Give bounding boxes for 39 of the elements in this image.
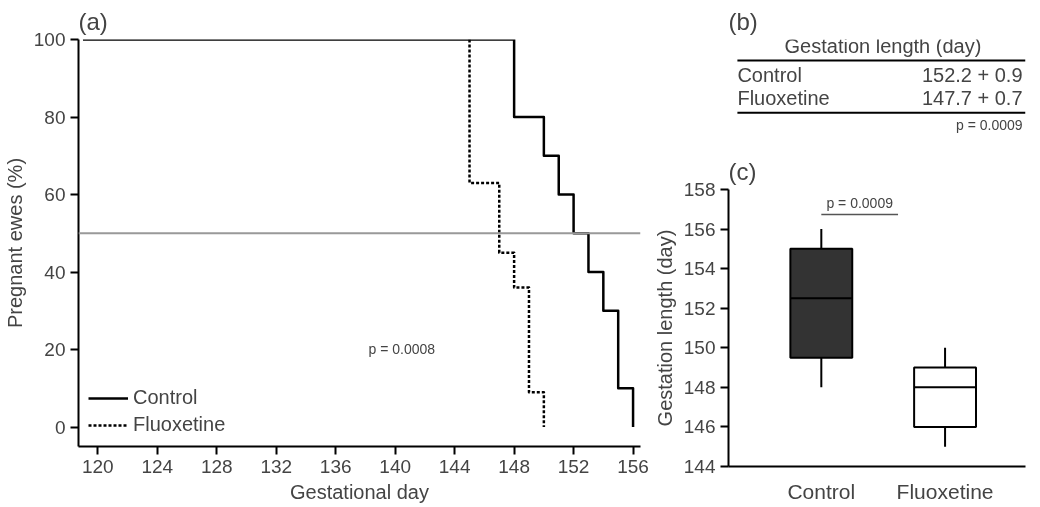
legend-label: Control bbox=[133, 386, 198, 409]
y-tick-label: 60 bbox=[44, 184, 66, 206]
y-tick-label: 148 bbox=[683, 376, 716, 398]
x-tick-label: 128 bbox=[200, 455, 233, 477]
y-tick-label: 20 bbox=[44, 339, 66, 361]
x-tick-label: 148 bbox=[498, 455, 530, 477]
chart-title: (a) bbox=[78, 7, 108, 35]
text: (b) bbox=[728, 7, 758, 35]
x-axis-title: Gestational day bbox=[290, 480, 429, 503]
y-tick-label: 154 bbox=[683, 258, 716, 280]
x-tick-label: 136 bbox=[319, 455, 352, 477]
x-tick-label: 124 bbox=[141, 455, 174, 477]
text: Gestation length (day) bbox=[784, 35, 982, 58]
y-axis-title: Gestation length (day) bbox=[653, 229, 676, 427]
text: p = 0.0009 bbox=[955, 117, 1023, 134]
y-tick-label: 80 bbox=[44, 106, 66, 128]
text: 147.7 + 0.7 bbox=[921, 87, 1023, 110]
chart-title: (c) bbox=[728, 157, 757, 185]
x-tick-label: 156 bbox=[617, 455, 649, 477]
y-tick-label: 0 bbox=[54, 416, 66, 438]
text: Fluoxetine bbox=[737, 87, 830, 110]
y-tick-label: 156 bbox=[683, 218, 716, 240]
x-tick-label: 152 bbox=[557, 455, 590, 477]
text: Control bbox=[737, 64, 802, 87]
x-tick-label: 120 bbox=[81, 455, 114, 477]
text: 152.2 + 0.9 bbox=[921, 64, 1023, 87]
x-tick-label: 132 bbox=[260, 455, 293, 477]
x-tick-label: 140 bbox=[379, 455, 412, 477]
y-tick-label: 152 bbox=[683, 297, 716, 319]
y-tick-label: 150 bbox=[683, 337, 716, 359]
legend-label: Fluoxetine bbox=[133, 413, 226, 436]
y-axis-title: Pregnant ewes (%) bbox=[3, 157, 26, 329]
annotation: p = 0.0008 bbox=[368, 340, 436, 357]
annotation: p = 0.0009 bbox=[826, 195, 894, 212]
y-tick-label: 158 bbox=[683, 179, 716, 200]
y-tick-label: 40 bbox=[44, 261, 66, 283]
y-tick-label: 146 bbox=[683, 416, 716, 438]
y-tick-label: 100 bbox=[33, 29, 66, 50]
x-tick-label: 144 bbox=[438, 455, 471, 477]
